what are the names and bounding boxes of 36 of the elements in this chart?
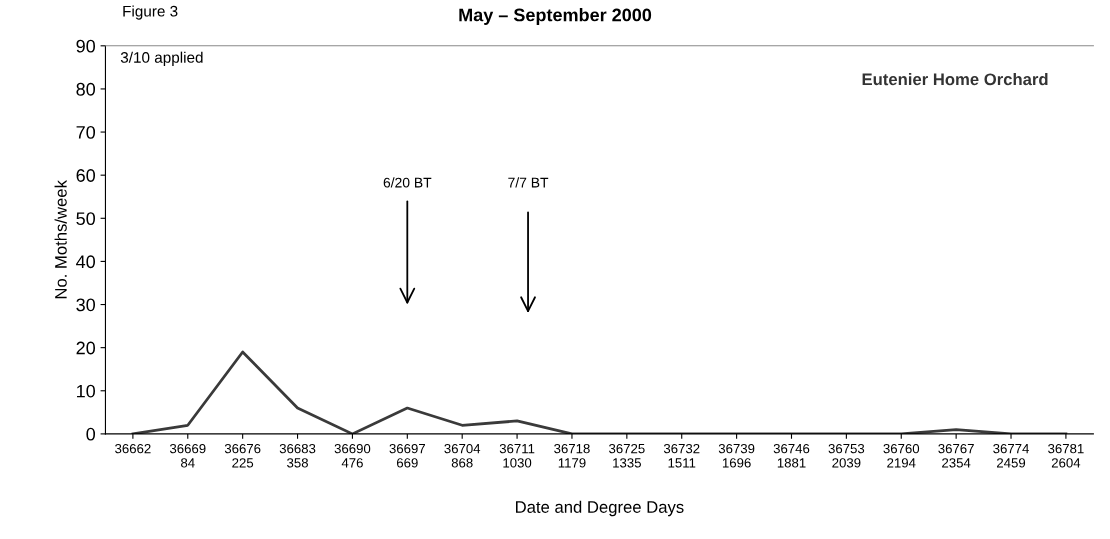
x-tick-label: 36732 1511 (663, 443, 700, 468)
x-tick-label: 36697 669 (389, 443, 425, 468)
x-tick-label: 36676 225 (224, 443, 261, 468)
y-tick-label: 80 (76, 82, 96, 96)
annotation: Eutenier Home Orchard (862, 72, 1048, 86)
x-tick-label: 36669 84 (169, 443, 206, 468)
x-tick-label: 36760 2194 (883, 443, 920, 468)
x-tick-label: 36781 2604 (1048, 443, 1084, 468)
y-tick-label: 60 (76, 169, 96, 182)
x-tick-label: 36718 1179 (554, 443, 590, 468)
x-tick-label: 36767 2354 (938, 443, 974, 468)
x-tick-label: 36725 1335 (609, 443, 645, 468)
x-tick-label: 36739 1696 (718, 443, 755, 468)
x-tick-label: 36774 2459 (993, 443, 1029, 468)
x-tick-label: 36683 358 (279, 443, 316, 468)
x-tick-label: 36753 2039 (828, 443, 865, 468)
x-tick-label: 36662 (115, 443, 151, 454)
y-tick-label: 90 (76, 39, 96, 53)
annotation: 6/20 BT (383, 177, 432, 188)
x-tick-label: 36690 476 (334, 443, 371, 468)
annotation: 7/7 BT (508, 177, 549, 188)
x-tick-label: 36704 868 (444, 443, 481, 468)
y-tick-label: 10 (77, 384, 96, 398)
annotation: 3/10 applied (120, 51, 203, 66)
y-tick-label: 20 (76, 341, 96, 355)
y-tick-label: 50 (76, 212, 96, 226)
x-axis-title: Date and Degree Days (516, 500, 684, 517)
x-tick-label: 36711 1030 (499, 443, 535, 468)
y-tick-label: 0 (86, 427, 96, 441)
y-tick-label: 40 (76, 255, 96, 269)
chart-title: May – September 2000 (459, 8, 652, 25)
y-tick-label: 70 (76, 125, 96, 139)
y-axis-title: No. Moths/week (54, 180, 67, 299)
y-tick-label: 30 (76, 298, 96, 312)
caption: Figure 3 (123, 5, 178, 20)
x-tick-label: 36746 1881 (773, 443, 810, 468)
